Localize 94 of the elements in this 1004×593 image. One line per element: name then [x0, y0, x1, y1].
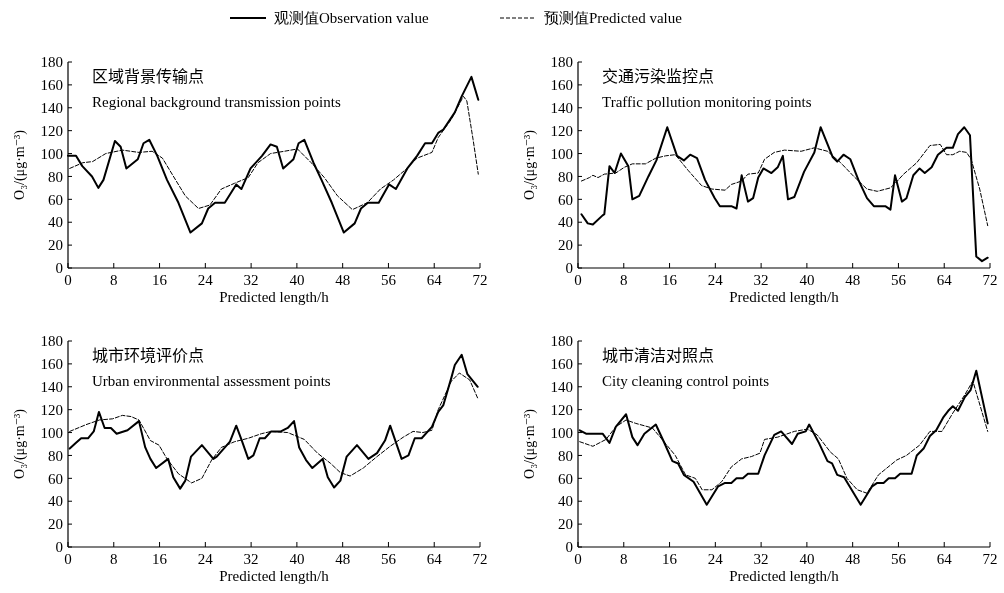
y-tick-label: 180: [550, 333, 573, 350]
chart-title: 交通污染监控点: [602, 63, 715, 87]
y-tick-label: 40: [48, 493, 63, 510]
y-tick-label: 100: [40, 145, 63, 162]
y-tick-label: 60: [48, 191, 63, 208]
y-tick-label: 0: [55, 539, 63, 556]
x-tick-label: 16: [152, 272, 168, 288]
chart-title: 城市清洁对照点: [602, 342, 715, 366]
x-tick-label: 64: [426, 551, 443, 567]
x-tick-label: 56: [380, 551, 397, 567]
y-tick-label: 180: [40, 54, 63, 71]
y-tick-label: 40: [558, 493, 573, 510]
x-axis-title: Predicted length/h: [219, 568, 330, 584]
x-tick-label: 16: [662, 551, 678, 567]
x-tick-label: 72: [982, 551, 998, 567]
x-tick-label: 48: [335, 551, 351, 567]
y-tick-label: 180: [550, 54, 573, 71]
text: Traffic pollution monitoring points: [602, 94, 812, 110]
chart-title: 城市环境评价点: [92, 342, 205, 366]
y-tick-label: 160: [550, 77, 573, 94]
x-tick-label: 56: [890, 272, 907, 288]
x-tick-label: 48: [335, 272, 351, 288]
x-tick-label: 72: [472, 272, 488, 288]
text: Urban environmental assessment points: [92, 373, 331, 389]
x-axis-title: Predicted length/h: [729, 568, 840, 584]
y-tick-label: 20: [558, 237, 573, 254]
x-tick-label: 8: [110, 272, 118, 288]
y-tick-label: 180: [40, 333, 63, 350]
x-tick-label: 8: [620, 272, 628, 288]
x-tick-label: 64: [936, 551, 953, 567]
x-tick-label: 64: [936, 272, 953, 288]
legend-label: 预测值Predicted value: [544, 10, 683, 27]
y-axis-title: O₃/(μg·m⁻³): [12, 129, 28, 200]
y-tick-label: 120: [40, 401, 63, 418]
y-tick-label: 20: [558, 516, 573, 533]
y-tick-label: 120: [40, 122, 63, 139]
x-tick-label: 16: [662, 272, 678, 288]
x-tick-label: 72: [982, 272, 998, 288]
y-tick-label: 0: [565, 539, 573, 556]
y-tick-label: 160: [550, 356, 573, 373]
y-axis-title: O₃/(μg·m⁻³): [12, 408, 28, 479]
y-tick-label: 140: [40, 379, 63, 396]
x-tick-label: 16: [152, 551, 168, 567]
y-tick-label: 40: [558, 214, 573, 231]
x-tick-label: 24: [707, 272, 724, 288]
x-tick-label: 48: [845, 551, 861, 567]
y-tick-label: 20: [48, 516, 63, 533]
x-tick-label: 32: [753, 551, 769, 567]
x-tick-label: 56: [890, 551, 907, 567]
text: City cleaning control points: [602, 373, 770, 389]
y-tick-label: 60: [48, 470, 63, 487]
chart-title: 区域背景传输点: [92, 63, 205, 87]
y-tick-label: 100: [550, 424, 573, 441]
x-tick-label: 24: [197, 272, 214, 288]
y-tick-label: 140: [40, 100, 63, 117]
y-tick-label: 60: [558, 470, 573, 487]
x-tick-label: 64: [426, 272, 443, 288]
x-tick-label: 40: [799, 551, 815, 567]
x-tick-label: 8: [620, 551, 628, 567]
y-tick-label: 100: [550, 145, 573, 162]
x-tick-label: 48: [845, 272, 861, 288]
x-tick-label: 8: [110, 551, 118, 567]
x-tick-label: 40: [289, 551, 305, 567]
y-tick-label: 60: [558, 191, 573, 208]
x-tick-label: 32: [753, 272, 769, 288]
y-tick-label: 80: [48, 168, 63, 185]
x-axis-title: Predicted length/h: [219, 289, 330, 305]
y-tick-label: 140: [550, 100, 573, 117]
text: Regional background transmission points: [92, 94, 341, 110]
y-tick-label: 140: [550, 379, 573, 396]
y-tick-label: 0: [565, 260, 573, 277]
x-tick-label: 40: [799, 272, 815, 288]
y-tick-label: 100: [40, 424, 63, 441]
y-axis-title: O₃/(μg·m⁻³): [522, 408, 538, 479]
x-tick-label: 32: [243, 551, 259, 567]
x-tick-label: 40: [289, 272, 305, 288]
y-tick-label: 80: [558, 447, 573, 464]
y-tick-label: 80: [558, 168, 573, 185]
x-tick-label: 32: [243, 272, 259, 288]
x-tick-label: 24: [707, 551, 724, 567]
y-tick-label: 120: [550, 401, 573, 418]
y-tick-label: 160: [40, 77, 63, 94]
legend-label: 观测值Observation value: [274, 10, 429, 27]
y-tick-label: 0: [55, 260, 63, 277]
x-tick-label: 72: [472, 551, 488, 567]
x-tick-label: 24: [197, 551, 214, 567]
y-tick-label: 80: [48, 447, 63, 464]
x-axis-title: Predicted length/h: [729, 289, 840, 305]
x-tick-label: 56: [380, 272, 397, 288]
y-tick-label: 120: [550, 122, 573, 139]
y-axis-title: O₃/(μg·m⁻³): [522, 129, 538, 200]
y-tick-label: 20: [48, 237, 63, 254]
y-tick-label: 160: [40, 356, 63, 373]
y-tick-label: 40: [48, 214, 63, 231]
